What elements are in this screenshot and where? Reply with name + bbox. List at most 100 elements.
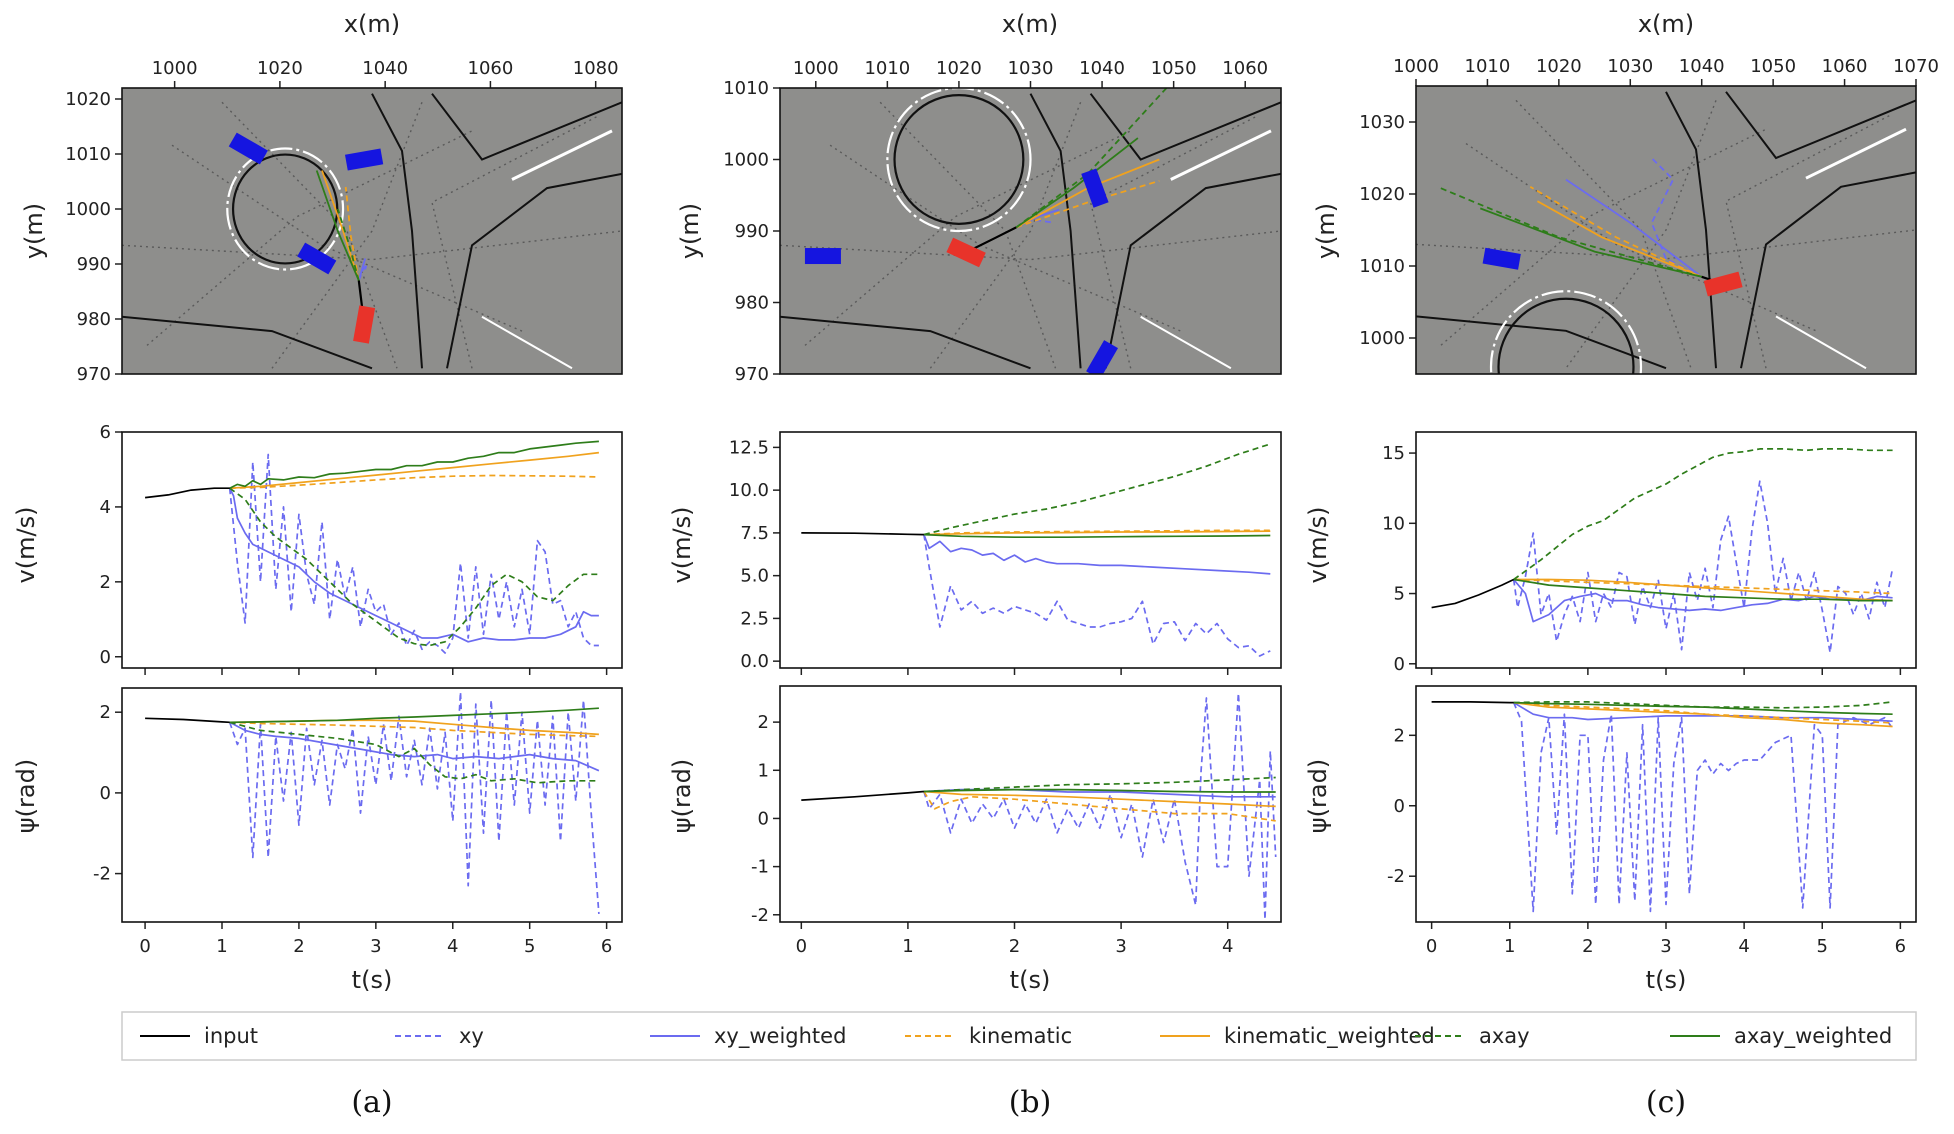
series-axay-v-b	[923, 443, 1271, 536]
panel-b: x(m) y(m) 1000 1010 1020 1030 1040 1050 106097…	[668, 10, 1282, 1120]
series-kinematic-weighted-v-a	[229, 451, 600, 490]
curb-line-a	[431, 93, 622, 161]
map-frame-a	[121, 87, 623, 375]
map-ytick-label-a: 1000	[65, 199, 111, 220]
map-content-a	[122, 93, 622, 370]
psi-ytick-label-b: 2	[758, 712, 769, 733]
psi-ytick-label-a: 0	[100, 783, 111, 804]
map-xtick-label-c: 1050	[1750, 56, 1796, 77]
series-kinematic-weighted-psi-c	[1513, 701, 1893, 728]
other-vehicle-a	[344, 148, 384, 171]
map-plot-c: x(m) y(m) 1000 1010 1020 1030 1040 1050 1060 10…	[1312, 10, 1939, 375]
other-vehicle-a	[228, 132, 268, 165]
panel-a: x(m) y(m) 1000 1020 1040 1060 10809709809901…	[12, 10, 623, 1120]
map-ytick-label-c: 1010	[1359, 256, 1405, 277]
ego-vehicle-c	[1703, 271, 1743, 297]
series-axay-v-c	[1513, 448, 1893, 581]
time-xlabel-c: t(s)	[1646, 966, 1687, 994]
psi-xtick-label-a: 0	[139, 936, 150, 957]
heading-ylabel-a: ψ(rad)	[12, 759, 40, 833]
roundabout-island-b	[893, 94, 1025, 225]
psi-xtick-label-b: 3	[1115, 936, 1126, 957]
psi-xtick-label-c: 4	[1738, 936, 1749, 957]
ego-vehicle-b	[946, 237, 986, 268]
other-vehicle-c	[1482, 247, 1521, 270]
curb-line-a	[446, 172, 622, 369]
map-xtick-label-a: 1000	[152, 58, 198, 79]
map-xtick-label-c: 1010	[1465, 56, 1511, 77]
map-xlabel-a: x(m)	[344, 10, 400, 38]
lane-guide-a	[271, 102, 423, 369]
map-xtick-label-b: 1050	[1151, 58, 1197, 79]
psi-xtick-label-a: 4	[447, 936, 458, 957]
map-ylabel-a: y(m)	[20, 203, 48, 259]
series-input-psi-a	[145, 717, 230, 724]
v-plot-background-c	[1416, 432, 1916, 668]
psi-xtick-label-c: 6	[1895, 936, 1906, 957]
lane-guide-b	[1089, 115, 1257, 369]
map-area-b: 1000 1010 1020 1030 1040 1050 1060 970 980 990 100…	[723, 58, 1282, 385]
psi-plot-frame-b	[779, 685, 1282, 923]
heading-plot-c: ψ(rad) t(s) -2 0 2 0 1 2 3 4 5 6	[1304, 685, 1917, 994]
map-xtick-label-b: 1060	[1222, 58, 1268, 79]
v-plot-frame-c	[1415, 431, 1917, 669]
velocity-ylabel-b: v(m/s)	[668, 507, 696, 584]
trajectory-axay-weighted-c	[1479, 207, 1702, 278]
caption-b: (b)	[1009, 1085, 1052, 1120]
curb-line-a	[371, 93, 423, 369]
map-xtick-label-c: 1000	[1393, 56, 1439, 77]
velocity-area-a: 0 2 4 6	[100, 422, 623, 675]
series-kinematic-weighted-v-b	[923, 530, 1271, 536]
map-ytick-label-c: 1020	[1359, 184, 1405, 205]
trajectory-axay-weighted-a	[315, 170, 360, 281]
v-ytick-label-a: 0	[100, 647, 111, 668]
series-axay-weighted-psi-c	[1513, 701, 1893, 716]
psi-ytick-label-c: 0	[1394, 796, 1405, 817]
map-xlabel-c: x(m)	[1638, 10, 1694, 38]
panel-c: x(m) y(m) 1000 1010 1020 1030 1040 1050 1060 10…	[1304, 10, 1939, 1120]
velocity-area-b: 0.0 2.5 5.0 7.5 10.0 12.5	[729, 431, 1282, 675]
map-content-c	[1416, 91, 1916, 374]
series-input-v-a	[145, 487, 230, 499]
map-xtick-label-c: 1040	[1679, 56, 1725, 77]
psi-ytick-label-a: -2	[93, 864, 111, 885]
lane-marking-a	[511, 129, 613, 181]
map-frame-b	[779, 87, 1282, 375]
series-input-v-b	[801, 532, 924, 536]
v-plot-background-b	[780, 432, 1281, 668]
psi-xtick-label-a: 5	[524, 936, 535, 957]
psi-xtick-label-a: 3	[370, 936, 381, 957]
lane-guide-a	[171, 144, 523, 332]
map-ytick-label-a: 1010	[65, 144, 111, 165]
time-xlabel-a: t(s)	[352, 966, 393, 994]
lane-guide-b	[929, 102, 1082, 369]
trajectory-xy-weighted-c	[1565, 178, 1703, 278]
other-vehicle-a	[297, 242, 337, 275]
curb-line-b	[1104, 172, 1281, 369]
series-xy-weighted-psi-c	[1513, 701, 1893, 723]
v-ytick-label-b: 10.0	[729, 480, 769, 501]
series-kinematic-v-b	[923, 529, 1271, 536]
psi-plot-frame-a	[121, 687, 623, 923]
roundabout-island-c	[1497, 297, 1635, 374]
map-xtick-label-b: 1040	[1079, 58, 1125, 79]
other-vehicle-b	[804, 248, 841, 265]
roundabout-island-a	[231, 153, 339, 265]
lane-guide-c	[1725, 114, 1892, 369]
v-ytick-label-c: 15	[1382, 443, 1405, 464]
curb-line-b	[1089, 93, 1281, 161]
lane-guide-a	[431, 115, 598, 369]
map-ytick-label-b: 1000	[723, 150, 769, 171]
map-ytick-label-b: 990	[735, 221, 769, 242]
v-ytick-label-b: 7.5	[740, 523, 769, 544]
map-xtick-label-c: 1030	[1607, 56, 1653, 77]
trajectory-kinematic-b	[1015, 180, 1160, 229]
map-area-a: 1000 1020 1040 1060 1080 970 980 990 1000 1010 102…	[65, 58, 623, 385]
map-xtick-label-b: 1000	[793, 58, 839, 79]
v-ytick-label-c: 5	[1394, 584, 1405, 605]
curb-line-b	[780, 315, 1031, 370]
map-xtick-label-c: 1020	[1536, 56, 1582, 77]
psi-ytick-label-b: -2	[751, 905, 769, 926]
map-ytick-label-a: 990	[77, 254, 111, 275]
psi-xtick-label-c: 0	[1426, 936, 1437, 957]
